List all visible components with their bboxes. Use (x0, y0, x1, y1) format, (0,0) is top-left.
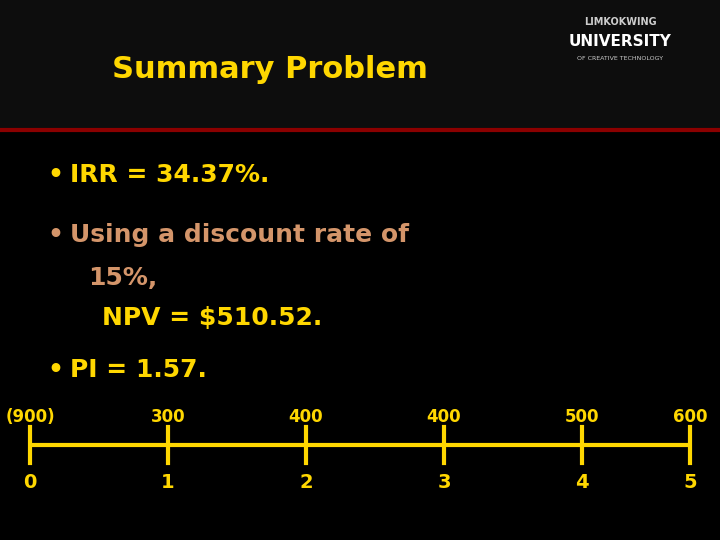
Text: 600: 600 (672, 408, 707, 426)
Text: Using a discount rate of: Using a discount rate of (70, 223, 409, 247)
Text: Summary Problem: Summary Problem (112, 56, 428, 84)
Text: OF CREATIVE TECHNOLOGY: OF CREATIVE TECHNOLOGY (577, 56, 663, 60)
Text: 3: 3 (437, 474, 451, 492)
Bar (0, 0, 720, 128)
Text: UNIVERSITY: UNIVERSITY (569, 35, 672, 50)
Text: IRR = 34.37%.: IRR = 34.37%. (70, 163, 269, 187)
Text: 0: 0 (23, 474, 37, 492)
Text: (900): (900) (5, 408, 55, 426)
Text: •: • (47, 358, 63, 382)
Text: LIMKOKWING: LIMKOKWING (584, 17, 657, 27)
Text: 400: 400 (427, 408, 462, 426)
Text: 500: 500 (564, 408, 599, 426)
Text: 300: 300 (150, 408, 185, 426)
Text: 1: 1 (161, 474, 175, 492)
Text: NPV = $510.52.: NPV = $510.52. (102, 306, 323, 330)
Text: •: • (47, 163, 63, 187)
Text: 4: 4 (575, 474, 589, 492)
Text: •: • (47, 223, 63, 247)
Text: 2: 2 (300, 474, 312, 492)
Text: 15%,: 15%, (88, 266, 157, 290)
Text: PI = 1.57.: PI = 1.57. (70, 358, 207, 382)
Text: 5: 5 (683, 474, 697, 492)
Text: 400: 400 (289, 408, 323, 426)
